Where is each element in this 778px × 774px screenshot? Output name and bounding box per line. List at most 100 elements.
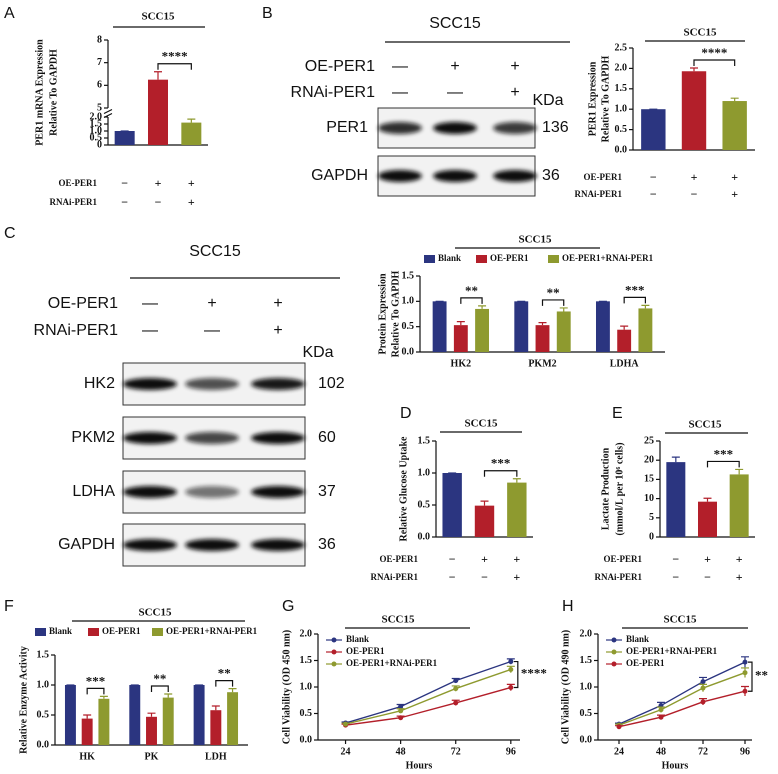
error-bar xyxy=(690,67,698,72)
y-axis-label: Relative Glucose Uptake xyxy=(398,436,409,542)
significance: ** xyxy=(547,285,560,300)
condition-sign: — xyxy=(392,84,408,101)
significance-bracket xyxy=(150,685,169,692)
x-tick-label: 48 xyxy=(656,746,666,757)
condition-sign: — xyxy=(392,58,408,75)
bar xyxy=(114,131,135,145)
error-bar xyxy=(671,456,680,463)
y-tick-label: 1.5 xyxy=(402,270,415,281)
blot-title: SCC15 xyxy=(429,15,481,32)
bar xyxy=(148,79,168,145)
bar xyxy=(64,685,76,745)
legend-marker xyxy=(331,637,337,643)
significance: ** xyxy=(755,668,768,683)
series-line xyxy=(618,690,746,728)
y-tick-label: 1.0 xyxy=(402,296,415,307)
condition-label: RNAi-PER1 xyxy=(595,572,643,582)
panel-letter: A xyxy=(4,5,15,22)
y-tick-label: 1.5 xyxy=(418,435,431,446)
y-axis-label: PER1 Expression xyxy=(587,61,598,136)
point xyxy=(453,700,459,706)
y-axis-label: Cell Viability (OD 450 nm) xyxy=(281,630,292,744)
legend-swatch xyxy=(88,628,99,636)
band-label: GAPDH xyxy=(58,536,115,553)
significance: **** xyxy=(701,45,727,60)
error-bar xyxy=(478,305,487,309)
y-axis-label: Relative To GAPDH xyxy=(390,270,401,357)
y-tick-label: 0 xyxy=(649,531,654,542)
x-axis-label: Hours xyxy=(406,760,433,771)
y-tick-label: 0.5 xyxy=(418,499,431,510)
bar xyxy=(210,710,222,745)
condition-sign: + xyxy=(207,295,216,312)
legend-label: OE-PER1 xyxy=(102,626,141,636)
bar xyxy=(453,325,468,352)
chart-title: SCC15 xyxy=(688,419,722,431)
condition-label: RNAi-PER1 xyxy=(50,197,98,207)
x-tick-label: HK xyxy=(79,751,95,762)
error-bar xyxy=(703,497,712,502)
legend-label: Blank xyxy=(438,253,461,263)
point xyxy=(742,670,748,676)
significance: **** xyxy=(521,666,547,681)
blot-band xyxy=(185,378,239,390)
y-tick-label: 0.0 xyxy=(37,739,50,750)
point xyxy=(700,679,706,685)
bar xyxy=(641,109,666,150)
x-tick-label: LDH xyxy=(205,751,227,762)
condition-sign: + xyxy=(731,170,738,184)
legend-label: OE-PER1 xyxy=(626,658,665,668)
condition-label: OE-PER1 xyxy=(58,178,97,188)
y-tick-label: 15 xyxy=(644,474,654,485)
panel-letter: E xyxy=(612,405,623,422)
y-tick-label: 10 xyxy=(644,493,654,504)
bar xyxy=(535,325,550,352)
condition-sign: + xyxy=(513,570,520,584)
significance: *** xyxy=(86,673,106,688)
y-tick-label: 2.0 xyxy=(580,628,593,639)
significance: *** xyxy=(714,446,734,461)
chart-title: SCC15 xyxy=(464,418,498,430)
series-line xyxy=(345,686,512,726)
y-tick-label: 1.5 xyxy=(300,655,313,666)
point xyxy=(700,685,706,691)
blot-band xyxy=(123,378,177,390)
panel-letter: G xyxy=(282,598,294,615)
x-tick-label: 96 xyxy=(506,746,516,757)
bar xyxy=(698,501,717,537)
y-tick-label: 1.5 xyxy=(90,118,103,129)
x-tick-label: PK xyxy=(145,751,159,762)
panel-letter: D xyxy=(400,405,412,422)
chart-title: SCC15 xyxy=(141,11,175,23)
condition-sign: − xyxy=(481,570,488,584)
kda-unit: KDa xyxy=(532,92,563,109)
condition-sign: − xyxy=(672,570,679,584)
error-bar xyxy=(512,478,521,483)
condition-sign: − xyxy=(650,187,657,201)
point xyxy=(616,724,622,730)
condition-sign: + xyxy=(155,176,162,190)
point xyxy=(742,688,748,694)
chart-title: SCC15 xyxy=(138,607,172,619)
y-tick-label: 0.5 xyxy=(300,708,313,719)
blot-band xyxy=(185,432,239,444)
band-size: 102 xyxy=(318,375,345,392)
error-bar xyxy=(620,325,629,330)
condition-sign: + xyxy=(481,552,488,566)
error-bar xyxy=(83,714,92,719)
chart-title: SCC15 xyxy=(518,234,552,246)
bar xyxy=(146,716,157,745)
point xyxy=(508,685,514,691)
condition-sign: — xyxy=(204,322,220,339)
x-tick-label: 24 xyxy=(614,746,624,757)
bar xyxy=(129,685,141,745)
band-size: 36 xyxy=(542,167,560,184)
error-bar xyxy=(147,712,156,717)
x-tick-label: LDHA xyxy=(610,358,640,369)
series-line xyxy=(618,672,746,726)
bar xyxy=(617,329,632,352)
condition-sign: − xyxy=(691,187,698,201)
y-axis-label: Cell Viability (OD 490 nm) xyxy=(560,630,571,744)
point xyxy=(398,708,404,714)
condition-label: OE-PER1 xyxy=(603,554,642,564)
